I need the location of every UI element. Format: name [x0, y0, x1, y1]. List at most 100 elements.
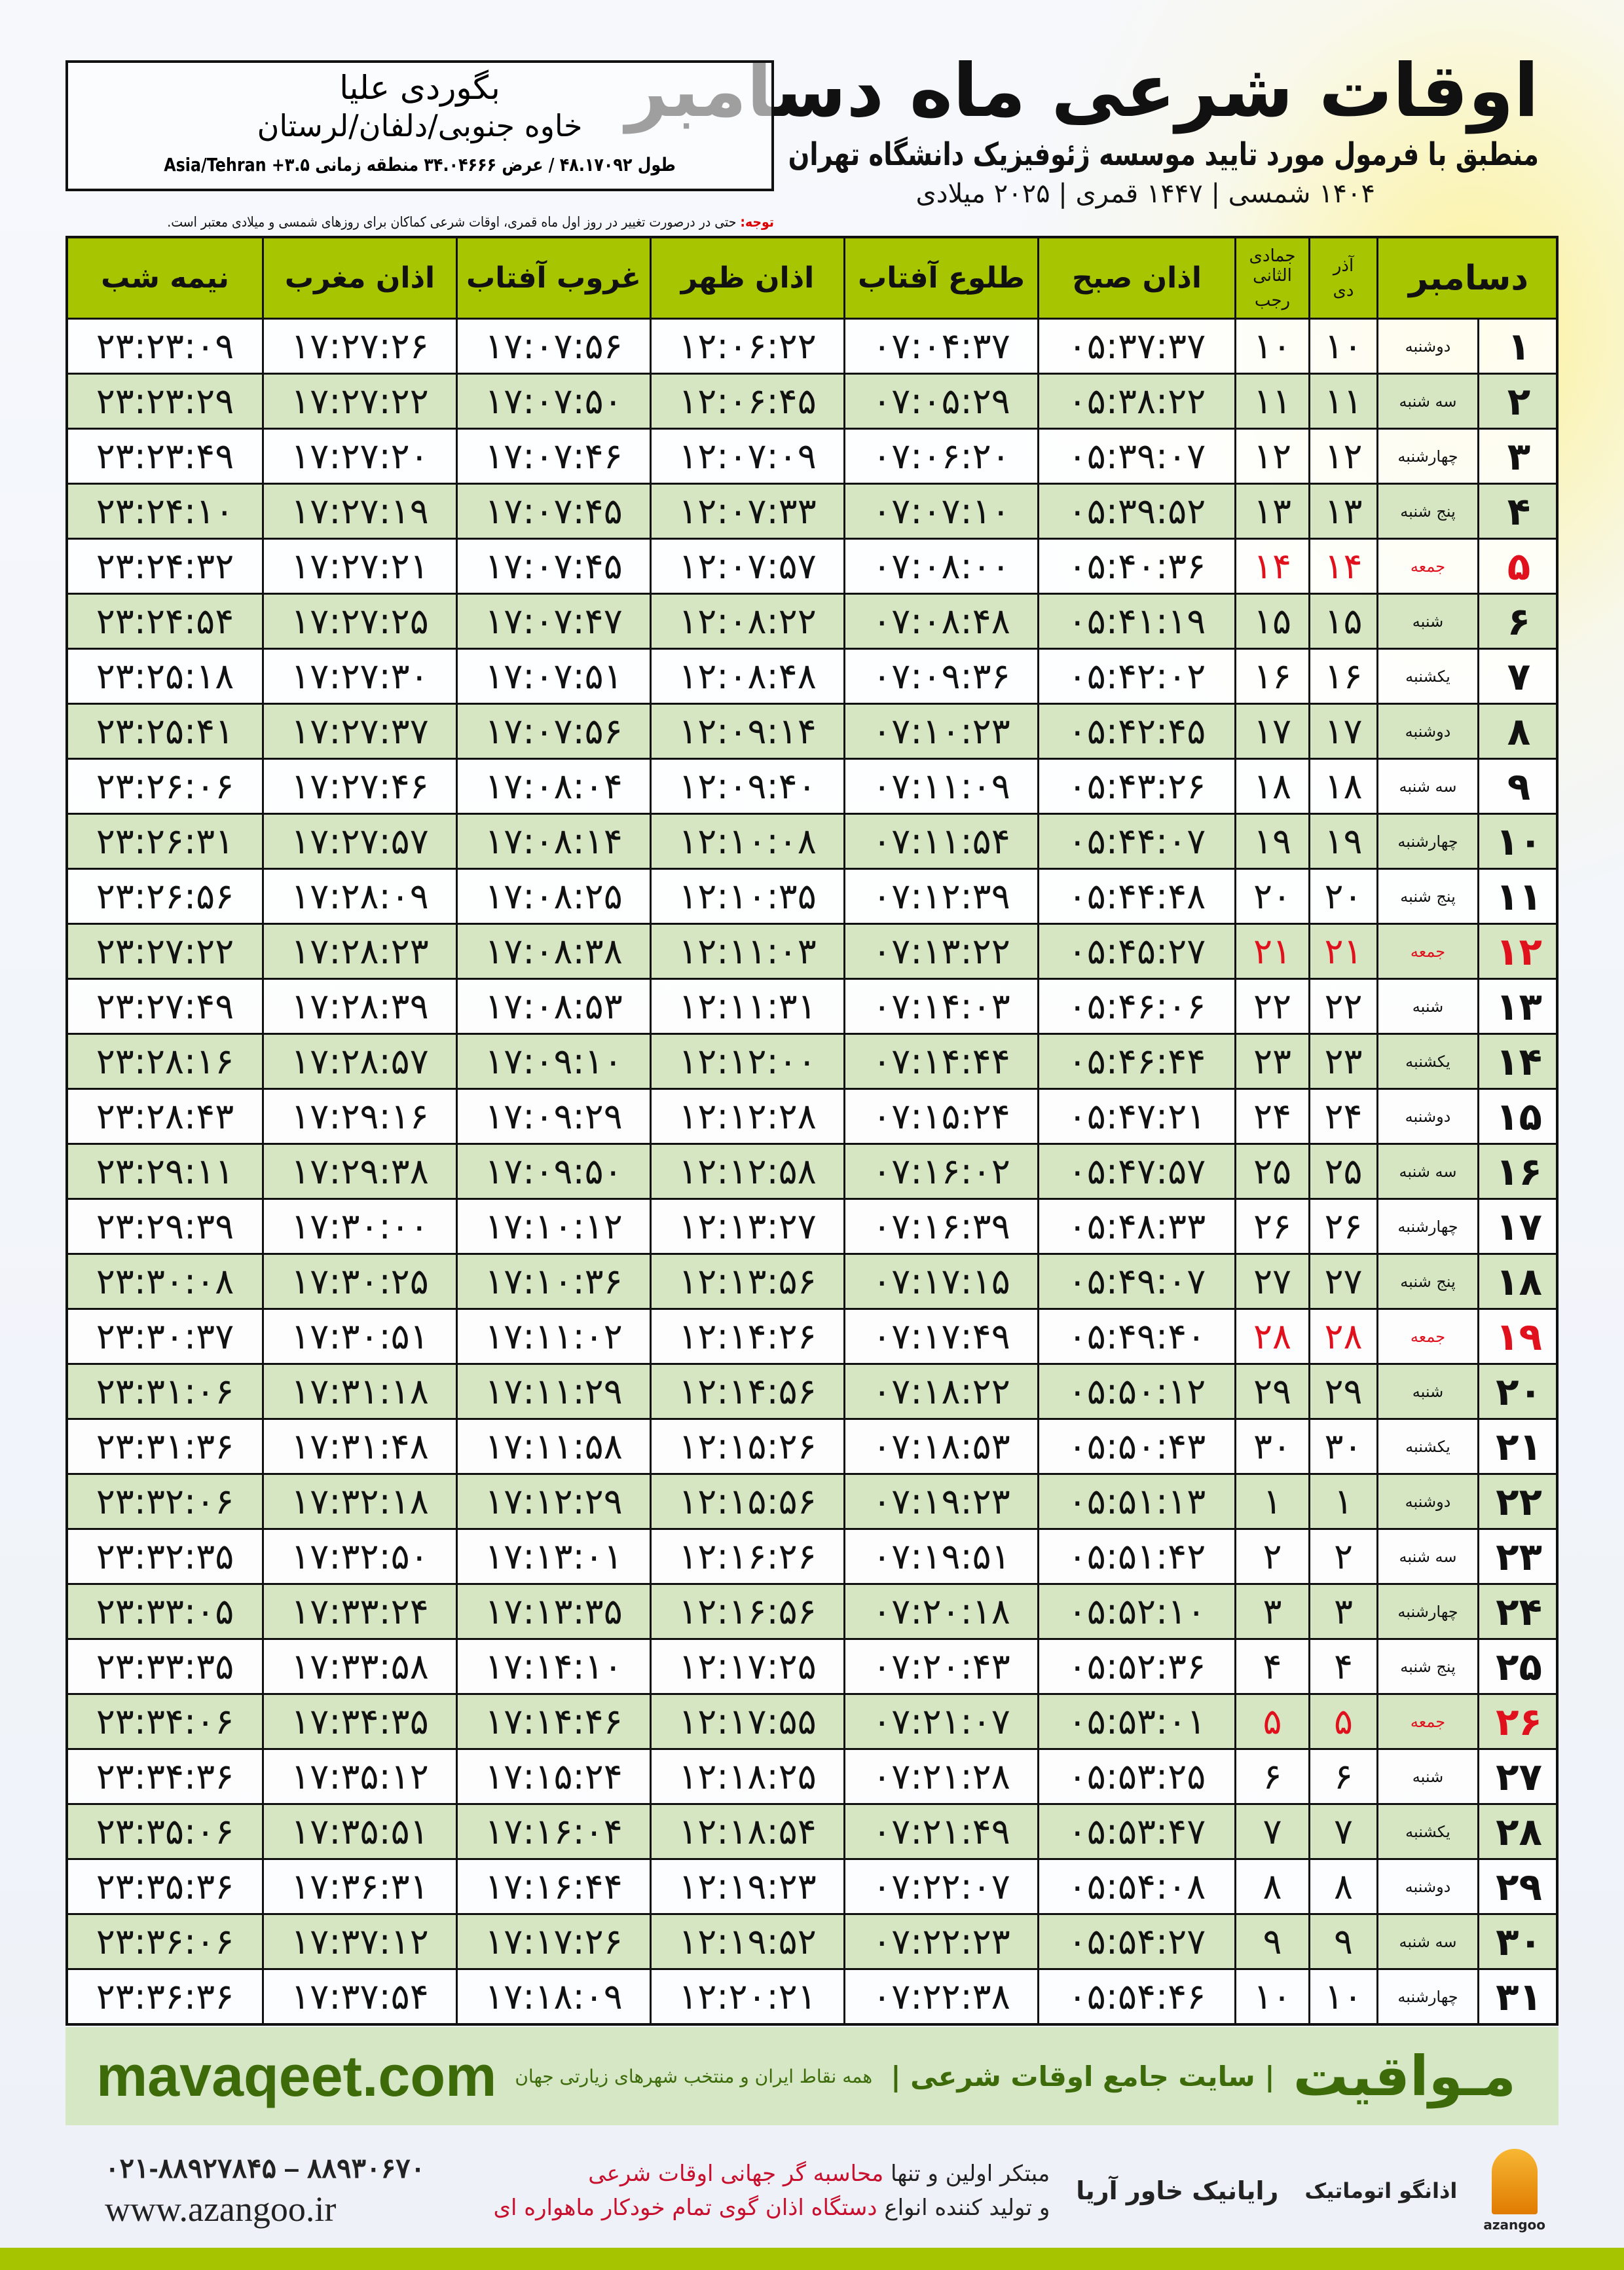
cell-sunset: ۱۷:۰۸:۲۵: [456, 870, 650, 923]
cell-maghrib: ۱۷:۲۷:۲۶: [262, 320, 456, 373]
table-body: ۲۳:۲۳:۰۹ ۱۷:۲۷:۲۶ ۱۷:۰۷:۵۶ ۱۲:۰۶:۲۲ ۰۷:۰۴:۳۷…: [68, 318, 1556, 2023]
cell-sunset: ۱۷:۰۷:۴۷: [456, 595, 650, 648]
cell-weekday: شنبه: [1376, 1750, 1477, 1803]
cell-sunrise: ۰۷:۰۹:۳۶: [843, 650, 1037, 703]
cell-weekday: دوشنبه: [1376, 320, 1477, 373]
cell-shamsi: ۶: [1308, 1750, 1376, 1803]
table-row: ۲۳:۲۳:۴۹ ۱۷:۲۷:۲۰ ۱۷:۰۷:۴۶ ۱۲:۰۷:۰۹ ۰۷:۰۶:۲۰…: [68, 428, 1556, 483]
cell-shamsi: ۱: [1308, 1475, 1376, 1528]
cell-maghrib: ۱۷:۳۱:۱۸: [262, 1365, 456, 1418]
cell-maghrib: ۱۷:۲۷:۳۰: [262, 650, 456, 703]
cell-day: ۲۵: [1477, 1640, 1559, 1693]
cell-fajr: ۰۵:۵۴:۴۶: [1037, 1970, 1234, 2023]
cell-maghrib: ۱۷:۳۰:۰۰: [262, 1200, 456, 1253]
cell-day: ۲۴: [1477, 1585, 1559, 1638]
cell-dhuhr: ۱۲:۰۷:۳۳: [650, 485, 843, 538]
cell-fajr: ۰۵:۴۵:۲۷: [1037, 925, 1234, 978]
cell-maghrib: ۱۷:۳۴:۳۵: [262, 1695, 456, 1748]
cell-day: ۹: [1477, 760, 1559, 813]
cell-weekday: چهارشنبه: [1376, 1200, 1477, 1253]
cell-day: ۲۱: [1477, 1420, 1559, 1473]
cell-weekday: جمعه: [1376, 1310, 1477, 1363]
cell-day: ۵: [1477, 540, 1559, 593]
table-row: ۲۳:۲۷:۲۲ ۱۷:۲۸:۲۳ ۱۷:۰۸:۳۸ ۱۲:۱۱:۰۳ ۰۷:۱۳:۲۲…: [68, 923, 1556, 978]
cell-dhuhr: ۱۲:۰۹:۱۴: [650, 705, 843, 758]
cell-sunrise: ۰۷:۰۸:۴۸: [843, 595, 1037, 648]
cell-sunrise: ۰۷:۱۴:۴۴: [843, 1035, 1037, 1088]
cell-fajr: ۰۵:۴۲:۴۵: [1037, 705, 1234, 758]
cell-weekday: دوشنبه: [1376, 1860, 1477, 1913]
cell-midnight: ۲۳:۳۰:۰۸: [96, 1261, 234, 1302]
cell-fajr: ۰۵:۵۳:۰۱: [1037, 1695, 1234, 1748]
cell-hijri: ۲: [1234, 1530, 1308, 1583]
cell-fajr: ۰۵:۴۳:۲۶: [1037, 760, 1234, 813]
banner-site-link[interactable]: mavaqeet.com: [96, 2043, 497, 2108]
cell-sunrise: ۰۷:۲۱:۴۹: [843, 1805, 1037, 1858]
header-sunset: غروب آفتاب: [456, 238, 650, 318]
cell-weekday: جمعه: [1376, 540, 1477, 593]
cell-sunrise: ۰۷:۱۷:۴۹: [843, 1310, 1037, 1363]
table-row: ۲۳:۲۴:۵۴ ۱۷:۲۷:۲۵ ۱۷:۰۷:۴۷ ۱۲:۰۸:۲۲ ۰۷:۰۸:۴۸…: [68, 593, 1556, 648]
cell-sunset: ۱۷:۰۹:۲۹: [456, 1090, 650, 1143]
cell-sunset: ۱۷:۰۷:۵۰: [456, 375, 650, 428]
cell-shamsi: ۲۰: [1308, 870, 1376, 923]
cell-fajr: ۰۵:۵۰:۱۲: [1037, 1365, 1234, 1418]
table-row: ۲۳:۲۸:۴۳ ۱۷:۲۹:۱۶ ۱۷:۰۹:۲۹ ۱۲:۱۲:۲۸ ۰۷:۱۵:۲۴…: [68, 1088, 1556, 1143]
cell-fajr: ۰۵:۴۹:۰۷: [1037, 1255, 1234, 1308]
cell-midnight: ۲۳:۲۷:۴۹: [96, 986, 234, 1027]
cell-sunset: ۱۷:۱۷:۲۶: [456, 1915, 650, 1968]
cell-hijri: ۲۵: [1234, 1145, 1308, 1198]
cell-midnight: ۲۳:۲۹:۱۱: [96, 1151, 234, 1192]
cell-midnight: ۲۳:۲۵:۴۱: [96, 711, 234, 752]
cell-sunset: ۱۷:۰۷:۵۱: [456, 650, 650, 703]
cell-midnight: ۲۳:۳۵:۳۶: [96, 1866, 234, 1907]
cell-shamsi: ۱۲: [1308, 430, 1376, 483]
cell-sunrise: ۰۷:۲۱:۰۷: [843, 1695, 1037, 1748]
cell-sunset: ۱۷:۰۷:۴۵: [456, 485, 650, 538]
cell-shamsi: ۱۴: [1308, 540, 1376, 593]
cell-dhuhr: ۱۲:۰۸:۲۲: [650, 595, 843, 648]
table-row: ۲۳:۲۶:۰۶ ۱۷:۲۷:۴۶ ۱۷:۰۸:۰۴ ۱۲:۰۹:۴۰ ۰۷:۱۱:۰۹…: [68, 758, 1556, 813]
cell-hijri: ۳: [1234, 1585, 1308, 1638]
table-row: ۲۳:۳۱:۰۶ ۱۷:۳۱:۱۸ ۱۷:۱۱:۲۹ ۱۲:۱۴:۵۶ ۰۷:۱۸:۲۲…: [68, 1363, 1556, 1418]
cell-dhuhr: ۱۲:۲۰:۲۱: [650, 1970, 843, 2023]
cell-hijri: ۲۹: [1234, 1365, 1308, 1418]
cell-sunset: ۱۷:۰۷:۴۵: [456, 540, 650, 593]
footer-website-link[interactable]: www.azangoo.ir: [105, 2189, 337, 2229]
cell-fajr: ۰۵:۴۷:۵۷: [1037, 1145, 1234, 1198]
cell-midnight: ۲۳:۲۷:۲۲: [96, 931, 234, 972]
cell-hijri: ۱۹: [1234, 815, 1308, 868]
cell-day: ۱۰: [1477, 815, 1559, 868]
header-midnight: نیمه شب: [101, 261, 229, 295]
cell-sunrise: ۰۷:۱۰:۲۳: [843, 705, 1037, 758]
prayer-times-table: نیمه شب اذان مغرب غروب آفتاب اذان ظهر طل…: [65, 236, 1559, 2026]
banner-sub: همه نقاط ایران و منتخب شهرهای زیارتی جها…: [515, 2065, 873, 2087]
table-row: ۲۳:۲۴:۳۲ ۱۷:۲۷:۲۱ ۱۷:۰۷:۴۵ ۱۲:۰۷:۵۷ ۰۷:۰۸:۰۰…: [68, 538, 1556, 593]
cell-hijri: ۱۴: [1234, 540, 1308, 593]
cell-day: ۱۹: [1477, 1310, 1559, 1363]
cell-day: ۳۰: [1477, 1915, 1559, 1968]
table-row: ۲۳:۲۵:۴۱ ۱۷:۲۷:۳۷ ۱۷:۰۷:۵۶ ۱۲:۰۹:۱۴ ۰۷:۱۰:۲۳…: [68, 703, 1556, 758]
cell-maghrib: ۱۷:۲۹:۱۶: [262, 1090, 456, 1143]
cell-shamsi: ۲۱: [1308, 925, 1376, 978]
azangoo-logo-text: اذانگو اتوماتیک: [1304, 2178, 1458, 2203]
cell-shamsi: ۱۶: [1308, 650, 1376, 703]
cell-maghrib: ۱۷:۳۲:۱۸: [262, 1475, 456, 1528]
cell-weekday: سه شنبه: [1376, 1145, 1477, 1198]
cell-midnight: ۲۳:۳۴:۰۶: [96, 1701, 234, 1742]
cell-maghrib: ۱۷:۳۱:۴۸: [262, 1420, 456, 1473]
cell-weekday: چهارشنبه: [1376, 430, 1477, 483]
header-hijri-bottom: رجب: [1254, 290, 1291, 310]
rayanik-logo: رایانیک خاور آریا: [1076, 2176, 1279, 2205]
cell-sunrise: ۰۷:۱۷:۱۵: [843, 1255, 1037, 1308]
cell-sunset: ۱۷:۱۴:۴۶: [456, 1695, 650, 1748]
cell-hijri: ۷: [1234, 1805, 1308, 1858]
cell-maghrib: ۱۷:۳۰:۵۱: [262, 1310, 456, 1363]
cell-hijri: ۱۸: [1234, 760, 1308, 813]
location-coords: طول ۴۸.۱۷۰۹۲ / عرض ۳۴.۰۴۶۶۶ منطقه زمانی …: [164, 154, 676, 176]
cell-hijri: ۲۲: [1234, 980, 1308, 1033]
cell-hijri: ۱۱: [1234, 375, 1308, 428]
cell-shamsi: ۳: [1308, 1585, 1376, 1638]
cell-maghrib: ۱۷:۲۸:۲۳: [262, 925, 456, 978]
cell-hijri: ۱: [1234, 1475, 1308, 1528]
